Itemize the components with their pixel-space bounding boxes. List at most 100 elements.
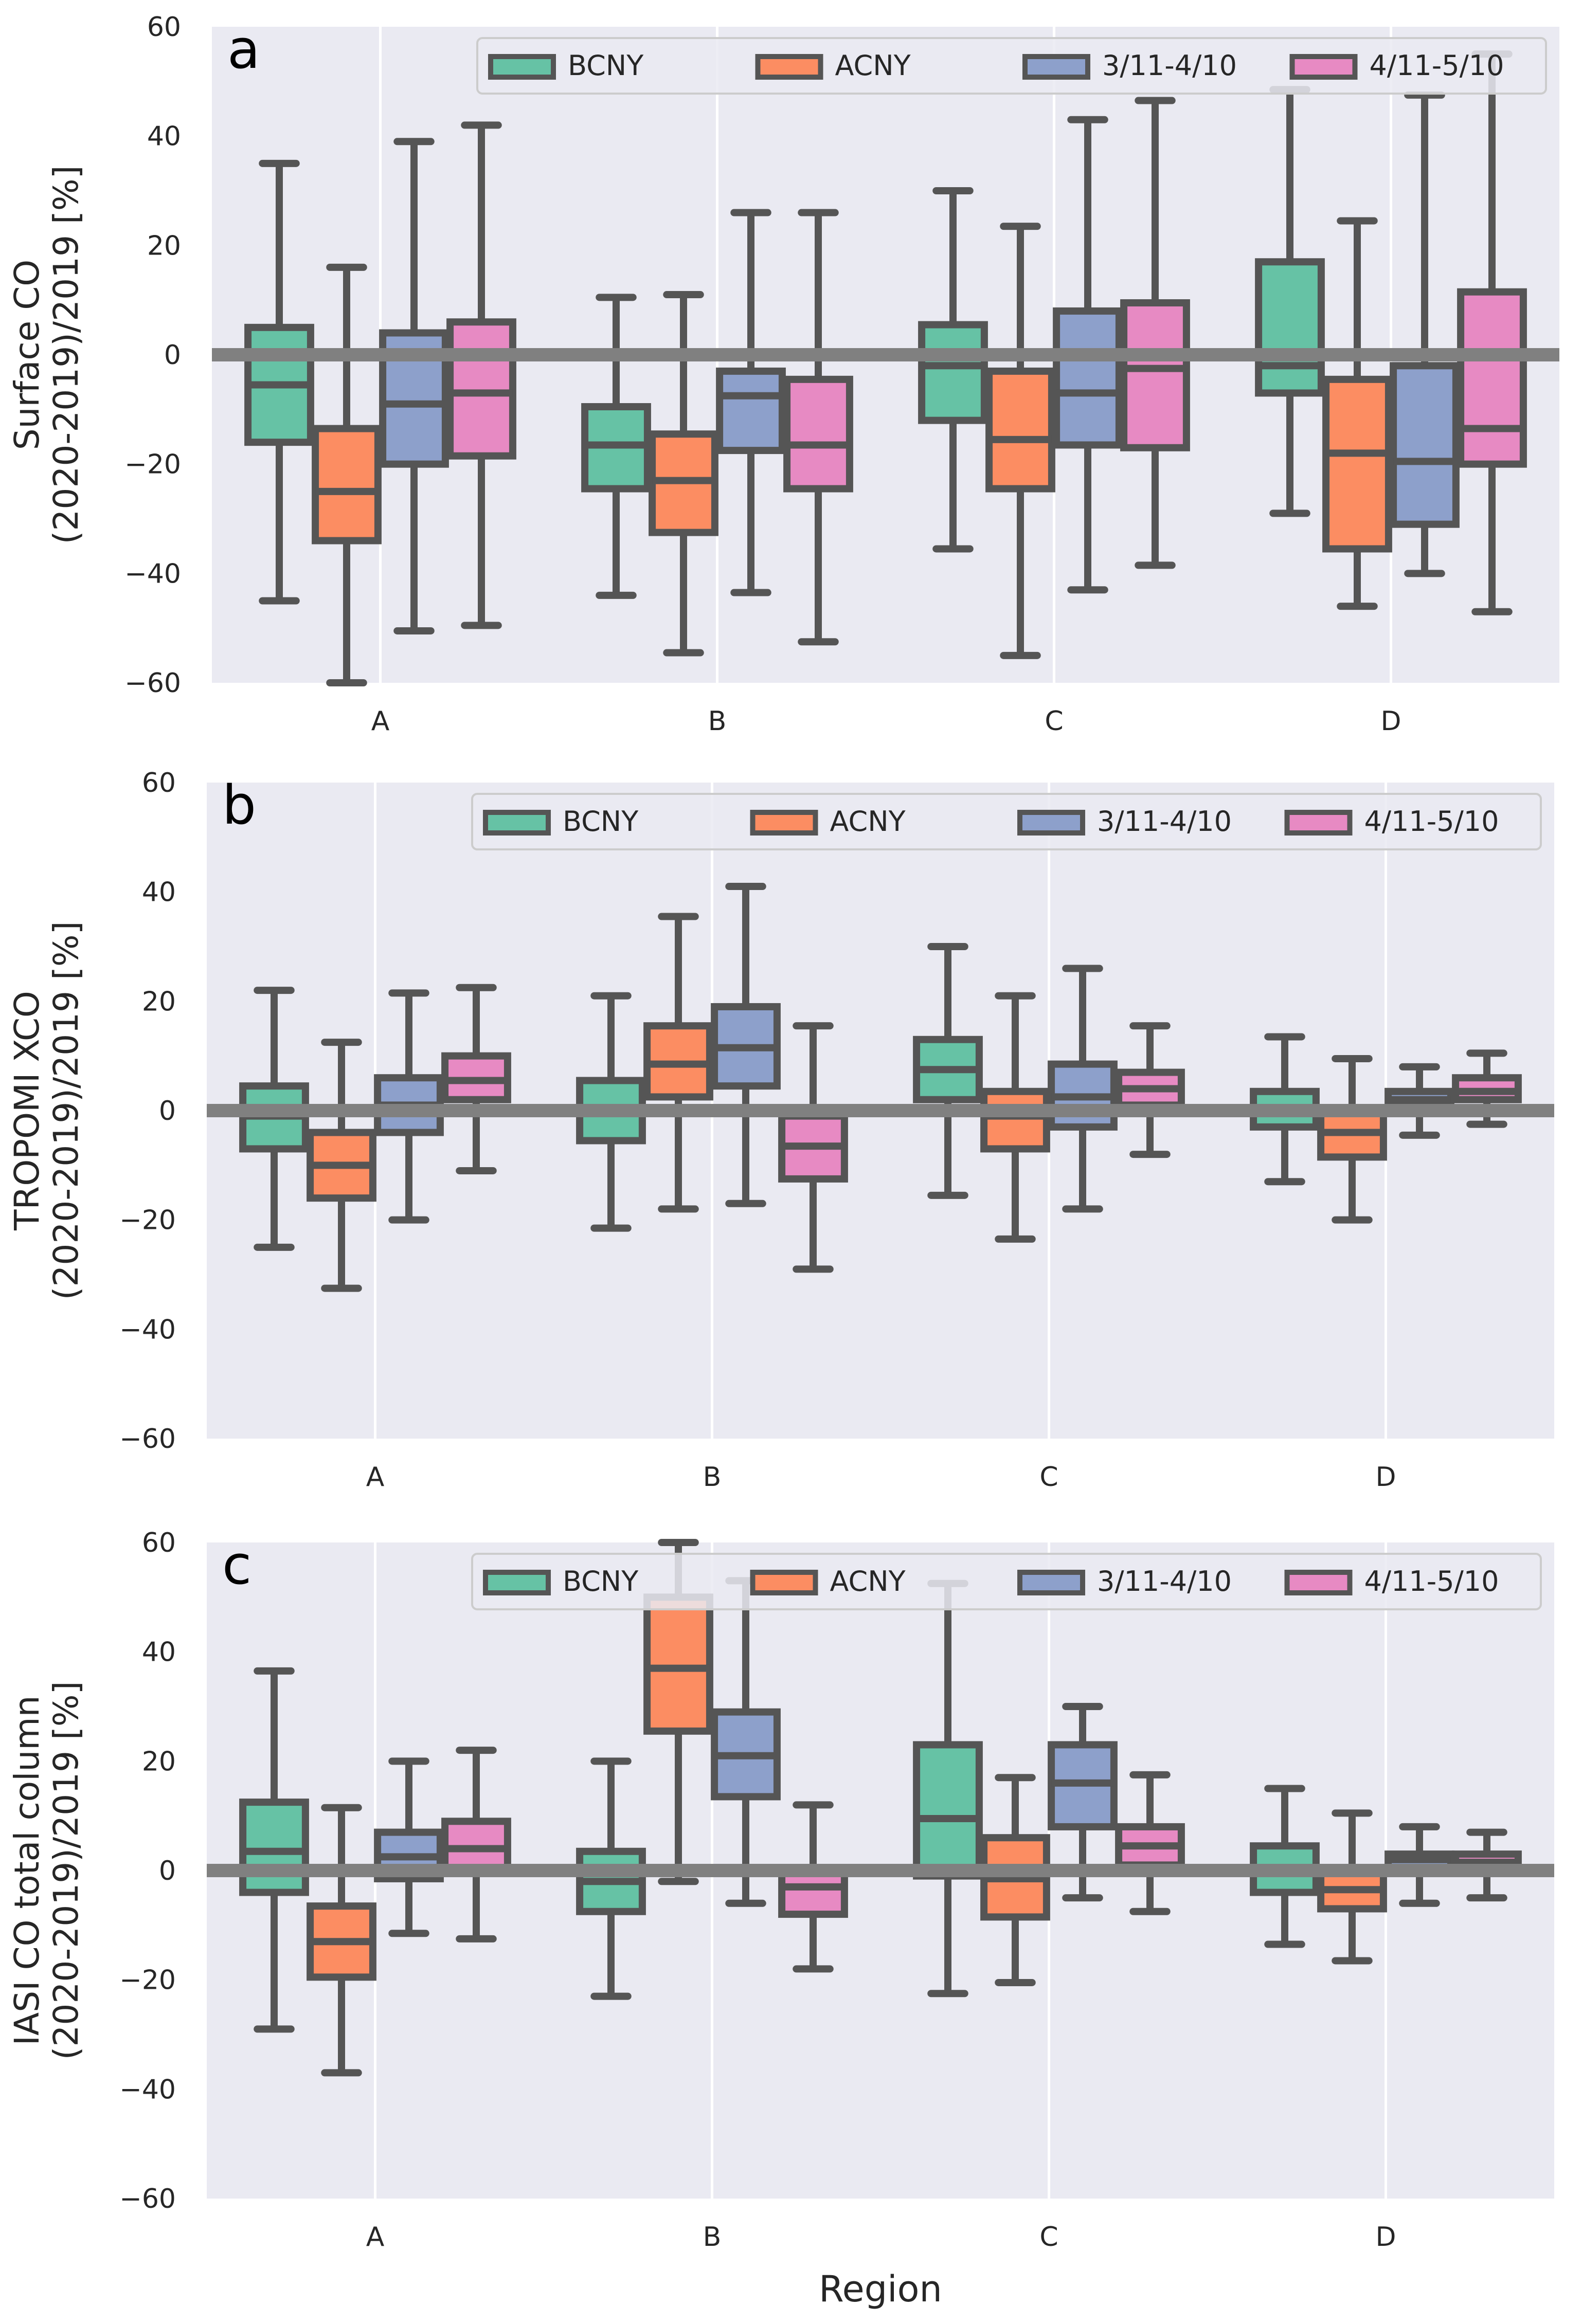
box-body (913, 1741, 983, 1880)
legend-swatch (755, 54, 823, 80)
box-body (441, 1818, 511, 1872)
box-3/11-4/10-C (1053, 116, 1123, 594)
box-ACNY-B (649, 291, 718, 657)
y-tick-label: 60 (142, 1528, 176, 1558)
legend-frame (476, 37, 1547, 95)
legend-label: 3/11-4/10 (1102, 49, 1237, 82)
box-body (1255, 258, 1325, 397)
box-4/11-5/10-B (783, 209, 853, 646)
legend-swatch (1017, 810, 1085, 836)
box-ACNY-A (312, 263, 382, 686)
y-tick-label: 40 (142, 877, 176, 908)
legend-swatch (1284, 1570, 1353, 1595)
y-axis-label-line: IASI CO total column (7, 1696, 47, 2046)
legend-entry-3/11-4/10: 3/11-4/10 (1017, 805, 1232, 838)
x-tick-label: C (1045, 706, 1063, 737)
y-tick-label: −60 (119, 2184, 176, 2214)
y-tick-label: 40 (147, 121, 181, 152)
legend-label: 3/11-4/10 (1097, 805, 1232, 838)
box-3/11-4/10-D (1385, 1063, 1454, 1139)
box-body (778, 1869, 848, 1918)
box-body (985, 367, 1055, 493)
box-ACNY-C (980, 1774, 1050, 1986)
legend-swatch (1017, 1570, 1085, 1595)
legend-entry-BCNY: BCNY (483, 805, 639, 838)
box-body (1120, 299, 1190, 451)
x-tick-label: B (708, 706, 727, 737)
x-axis-label: Region (819, 2268, 942, 2310)
y-axis-label-line: (2020-2019)/2019 [%] (46, 166, 86, 544)
y-tick-label: −60 (119, 1424, 176, 1455)
x-tick-label: A (366, 1462, 385, 1493)
y-tick-label: 60 (147, 12, 181, 43)
panel-label: c (222, 1534, 251, 1596)
y-tick-label: 0 (159, 1096, 176, 1127)
legend-entry-ACNY: ACNY (755, 49, 911, 82)
box-BCNY-B (581, 294, 651, 599)
legend-entry-3/11-4/10: 3/11-4/10 (1017, 1565, 1232, 1597)
legend-label: BCNY (563, 805, 639, 838)
legend-label: 3/11-4/10 (1097, 1565, 1232, 1597)
box-4/11-5/10-C (1115, 1022, 1185, 1158)
box-BCNY-C (913, 1579, 983, 1998)
legend-entry-4/11-5/10: 4/11-5/10 (1284, 805, 1499, 838)
x-tick-label: A (366, 2222, 385, 2253)
y-tick-label: −40 (124, 558, 181, 589)
y-tick-label: −20 (119, 1205, 176, 1236)
y-axis-label-line: (2020-2019)/2019 [%] (46, 921, 86, 1300)
y-tick-label: 0 (159, 1856, 176, 1886)
box-BCNY-A (244, 159, 314, 605)
panel-a: −60 −40 −20 0 20 40 60 A B C Da BCNY ACNY 3/11-4/10 4/… (7, 12, 1559, 737)
x-tick-label: C (1039, 1462, 1058, 1493)
y-axis-label-line: (2020-2019)/2019 [%] (46, 1681, 86, 2060)
box-body (312, 425, 382, 544)
box-BCNY-C (918, 187, 988, 553)
y-tick-label: 20 (147, 230, 181, 261)
legend-swatch (750, 810, 818, 836)
box-body (716, 367, 786, 455)
legend-label: 4/11-5/10 (1364, 805, 1499, 838)
legend-entry-4/11-5/10: 4/11-5/10 (1289, 49, 1504, 82)
box-body (1457, 288, 1527, 468)
legend-swatch (1022, 54, 1090, 80)
legend-swatch (1284, 810, 1353, 836)
y-axis-label: Surface CO(2020-2019)/2019 [%] (7, 166, 86, 544)
x-tick-label: D (1375, 2222, 1396, 2253)
y-axis-label: TROPOMI XCO(2020-2019)/2019 [%] (7, 921, 86, 1300)
box-3/11-4/10-B (711, 883, 781, 1207)
legend-label: 4/11-5/10 (1370, 49, 1504, 82)
y-tick-label: −40 (119, 1314, 176, 1345)
legend-frame (471, 793, 1542, 850)
legend-entry-BCNY: BCNY (488, 49, 644, 82)
box-4/11-5/10-D (1452, 1828, 1522, 1902)
legend-swatch (1289, 54, 1358, 80)
box-body (1390, 362, 1460, 528)
box-body (1322, 375, 1392, 553)
y-tick-label: −60 (124, 668, 181, 699)
box-ACNY-B (643, 913, 713, 1213)
panel-c: −60 −40 −20 0 20 40 60 A B C Dc BCNY ACNY 3/11-4/10 4/… (7, 1528, 1554, 2310)
box-body (1053, 307, 1123, 449)
box-4/11-5/10-C (1115, 1771, 1185, 1915)
box-body (239, 1799, 309, 1896)
box-ACNY-A (307, 1804, 376, 2077)
box-BCNY-A (239, 1667, 309, 2033)
panel-label: a (227, 18, 260, 81)
box-body (980, 1087, 1050, 1153)
legend-entry-3/11-4/10: 3/11-4/10 (1022, 49, 1237, 82)
box-3/11-4/10-C (1048, 1703, 1118, 1902)
legend-swatch (488, 54, 556, 80)
legend-label: BCNY (563, 1565, 639, 1597)
x-tick-label: D (1380, 706, 1401, 737)
legend-label: 4/11-5/10 (1364, 1565, 1499, 1597)
box-body (643, 1593, 713, 1735)
box-4/11-5/10-A (446, 121, 516, 629)
box-ACNY-A (307, 1039, 376, 1292)
legend-label: BCNY (568, 49, 644, 82)
box-body (783, 375, 853, 493)
box-BCNY-B (576, 1757, 646, 2000)
legend-label: ACNY (835, 49, 911, 82)
box-ACNY-C (985, 223, 1055, 659)
legend: BCNY ACNY 3/11-4/10 4/11-5/10 (471, 1553, 1542, 1610)
